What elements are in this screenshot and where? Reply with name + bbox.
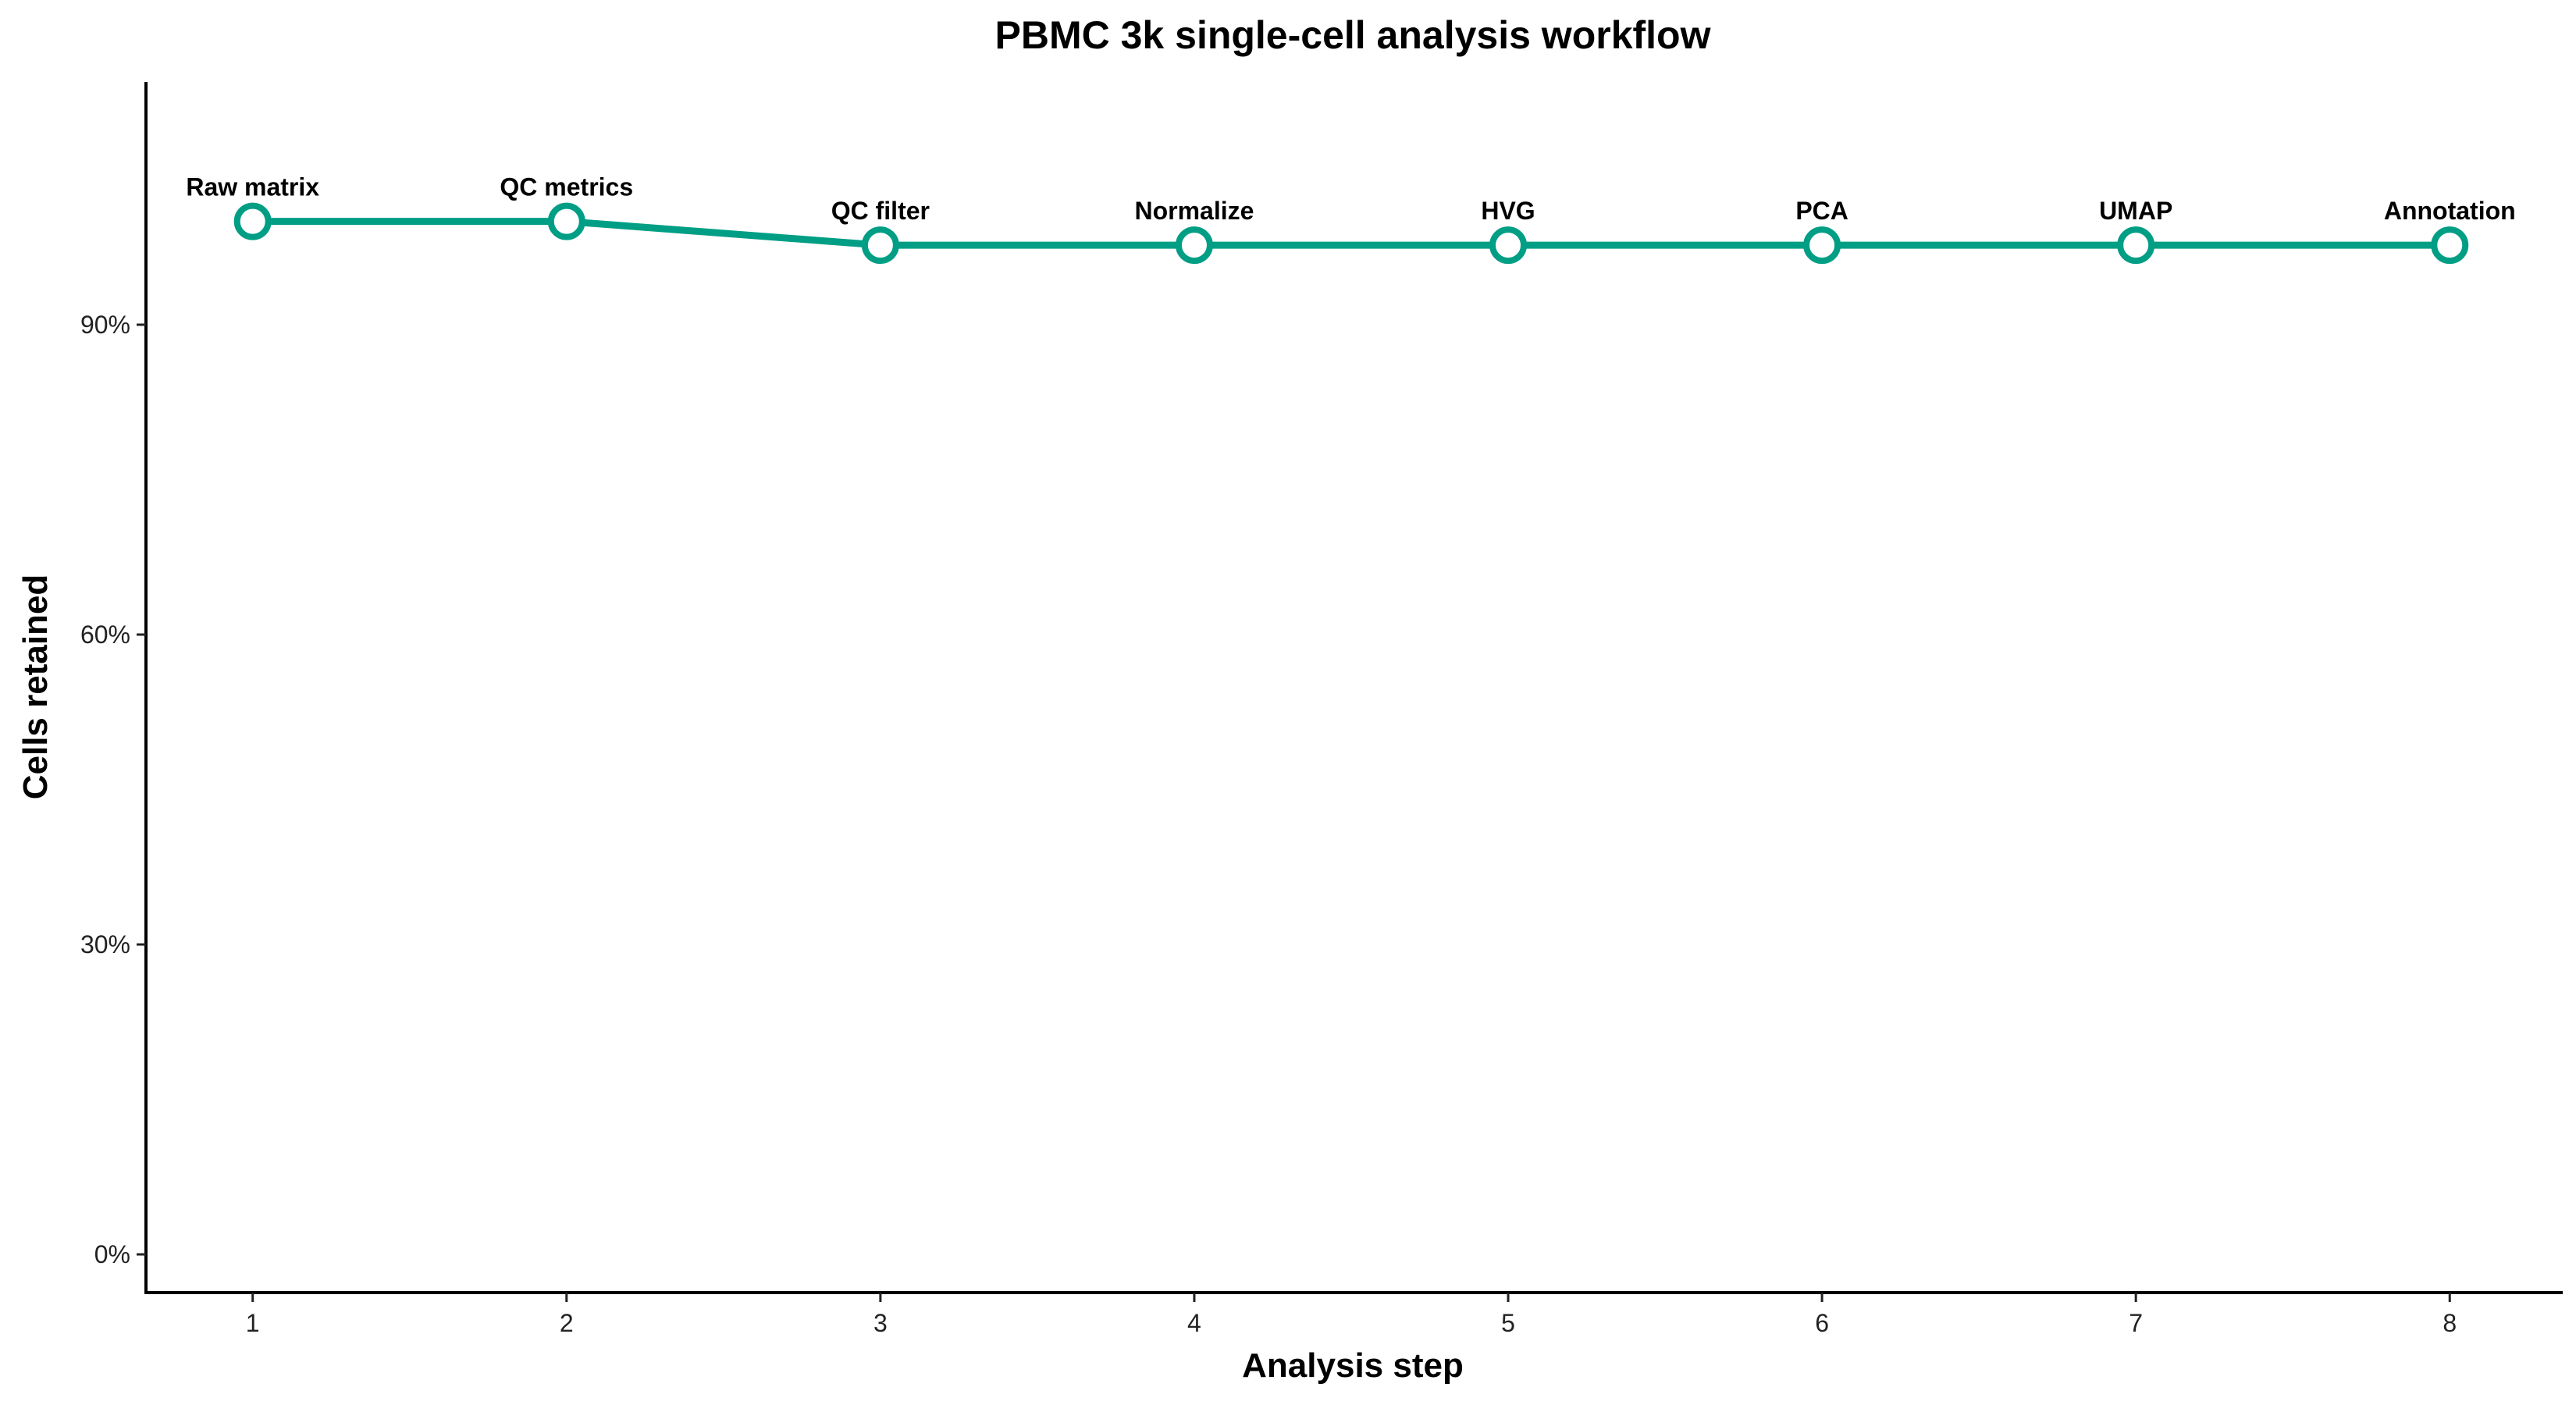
- data-point: [1489, 226, 1528, 265]
- point-label: Annotation: [2384, 197, 2516, 225]
- data-point: [547, 202, 585, 240]
- x-tick-label: 5: [1501, 1309, 1515, 1337]
- series-group: Raw matrix QC metrics QC filter Normalize HV…: [186, 173, 2516, 265]
- data-point: [1803, 226, 1841, 265]
- y-tick-label: 0%: [94, 1240, 130, 1268]
- point-label: HVG: [1481, 197, 1535, 225]
- x-tick-label: 1: [246, 1309, 260, 1337]
- y-tick-label: 30%: [80, 930, 130, 959]
- data-point: [2117, 226, 2155, 265]
- point-label: QC filter: [831, 197, 930, 225]
- x-tick-label: 7: [2129, 1309, 2143, 1337]
- point-label: Raw matrix: [186, 173, 319, 201]
- x-tick-label: 8: [2443, 1309, 2457, 1337]
- point-label: Normalize: [1134, 197, 1254, 225]
- x-tick-label: 2: [560, 1309, 574, 1337]
- point-label: QC metrics: [500, 173, 633, 201]
- y-ticks: 0% 30% 60% 90%: [80, 311, 146, 1268]
- chart-title: PBMC 3k single-cell analysis workflow: [995, 13, 1711, 57]
- data-point: [2431, 226, 2469, 265]
- point-label: UMAP: [2099, 197, 2172, 225]
- data-point: [233, 202, 272, 240]
- x-axis-title: Analysis step: [1242, 1346, 1464, 1385]
- y-tick-label: 90%: [80, 311, 130, 339]
- x-tick-label: 6: [1815, 1309, 1829, 1337]
- data-point: [861, 226, 899, 265]
- series-line: [249, 218, 2453, 249]
- x-tick-label: 4: [1187, 1309, 1201, 1337]
- x-ticks: 1 2 3 4 5 6 7 8: [246, 1293, 2457, 1337]
- y-axis-title: Cells retained: [16, 574, 55, 800]
- y-tick-label: 60%: [80, 621, 130, 649]
- point-label: PCA: [1795, 197, 1848, 225]
- data-point: [1175, 226, 1213, 265]
- x-tick-label: 3: [873, 1309, 888, 1337]
